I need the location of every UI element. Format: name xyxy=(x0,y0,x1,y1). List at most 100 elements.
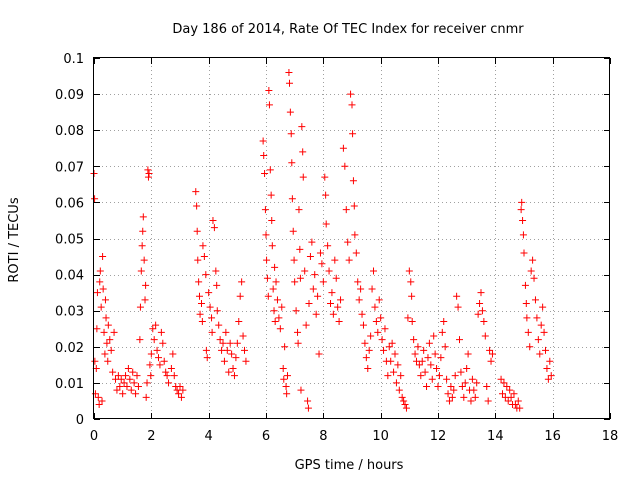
data-point xyxy=(271,318,279,326)
data-point xyxy=(349,130,357,138)
data-point xyxy=(130,379,138,387)
data-point xyxy=(305,299,313,307)
y-axis-label: ROTI / TECUs xyxy=(7,197,22,282)
data-point xyxy=(521,281,529,289)
data-point xyxy=(354,278,362,286)
data-point xyxy=(467,397,475,405)
data-point xyxy=(93,325,101,333)
x-tick-label: 16 xyxy=(544,429,561,444)
data-point xyxy=(447,383,455,391)
data-point xyxy=(486,346,494,354)
y-tick-label: 0.03 xyxy=(55,305,84,320)
data-point xyxy=(483,383,491,391)
data-point xyxy=(445,397,453,405)
data-point xyxy=(95,401,103,409)
data-point xyxy=(265,101,273,109)
data-point xyxy=(327,299,334,307)
data-points xyxy=(90,68,555,412)
data-point xyxy=(374,328,382,336)
data-point xyxy=(99,253,107,261)
data-point xyxy=(120,379,128,387)
data-point xyxy=(364,364,372,372)
data-point xyxy=(266,166,274,174)
data-point xyxy=(464,350,472,358)
data-point xyxy=(146,361,154,369)
data-point xyxy=(294,328,302,336)
data-point xyxy=(296,245,304,253)
data-point xyxy=(96,278,104,286)
data-point xyxy=(497,375,505,383)
data-point xyxy=(377,314,385,322)
y-tick-label: 0.02 xyxy=(55,341,84,356)
data-point xyxy=(339,144,347,152)
axis-ticks xyxy=(94,58,611,420)
data-point xyxy=(291,278,299,286)
data-point xyxy=(144,166,152,174)
data-point xyxy=(324,242,332,250)
data-point xyxy=(408,292,416,300)
data-point xyxy=(318,260,326,268)
data-point xyxy=(534,336,542,344)
data-point xyxy=(138,242,146,250)
x-tick-label: 6 xyxy=(262,429,270,444)
data-point xyxy=(384,372,392,380)
data-point xyxy=(196,310,204,318)
data-point xyxy=(153,346,161,354)
data-point xyxy=(225,368,233,376)
data-point xyxy=(423,383,431,391)
data-point xyxy=(102,314,110,322)
data-point xyxy=(518,198,526,206)
data-point xyxy=(263,256,271,264)
data-point xyxy=(91,357,99,365)
data-point xyxy=(139,213,147,221)
data-point xyxy=(514,397,522,405)
data-point xyxy=(261,206,269,214)
data-point xyxy=(530,274,538,282)
data-point xyxy=(232,354,240,362)
data-point xyxy=(133,372,141,380)
data-point xyxy=(430,332,438,340)
data-point xyxy=(437,354,445,362)
data-point xyxy=(536,350,544,358)
data-point xyxy=(137,267,145,275)
data-point xyxy=(400,397,408,405)
y-tick-label: 0 xyxy=(76,413,84,428)
data-point xyxy=(401,401,409,409)
data-point xyxy=(169,350,177,358)
data-point xyxy=(542,346,549,354)
data-point xyxy=(165,379,173,387)
data-point xyxy=(537,321,545,329)
data-point xyxy=(93,289,101,297)
y-tick-label: 0.1 xyxy=(63,52,84,67)
data-point xyxy=(136,336,144,344)
data-point xyxy=(309,285,317,293)
data-point xyxy=(362,354,370,362)
data-point xyxy=(195,292,203,300)
data-point xyxy=(236,292,244,300)
data-point xyxy=(392,379,400,387)
data-point xyxy=(170,372,178,380)
data-point xyxy=(547,372,555,380)
data-point xyxy=(206,303,214,311)
data-point xyxy=(109,368,117,376)
data-point xyxy=(273,296,281,304)
data-point xyxy=(119,390,127,398)
data-point xyxy=(268,216,276,224)
data-point xyxy=(457,368,465,376)
data-point xyxy=(463,364,471,372)
data-point xyxy=(428,375,436,383)
data-point xyxy=(348,101,356,109)
data-point xyxy=(476,299,484,307)
data-point xyxy=(210,224,218,232)
data-point xyxy=(285,68,293,76)
data-point xyxy=(267,191,275,199)
y-tick-label: 0.01 xyxy=(55,377,84,392)
data-point xyxy=(435,372,443,380)
chart-title: Day 186 of 2014, Rate Of TEC Index for r… xyxy=(172,22,524,37)
data-point xyxy=(454,303,462,311)
data-point xyxy=(440,318,448,326)
data-point xyxy=(415,361,423,369)
data-point xyxy=(107,346,115,354)
data-point xyxy=(407,278,415,286)
data-point xyxy=(520,249,528,257)
